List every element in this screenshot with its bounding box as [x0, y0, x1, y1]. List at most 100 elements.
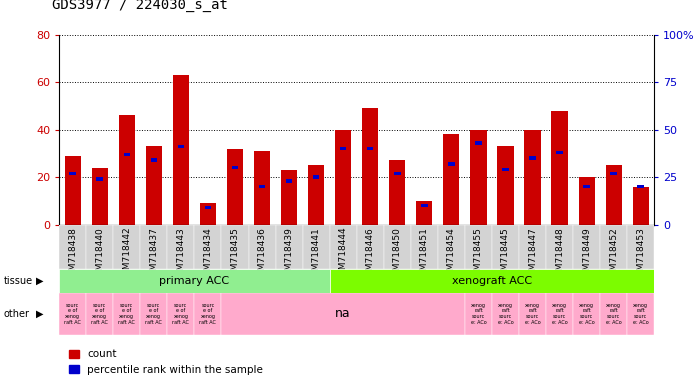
- Bar: [546, 293, 573, 335]
- Bar: [498, 146, 514, 225]
- Text: xenograft ACC: xenograft ACC: [452, 276, 532, 286]
- Bar: [551, 111, 568, 225]
- Bar: [123, 152, 130, 156]
- Bar: [65, 156, 81, 225]
- Bar: [200, 203, 216, 225]
- Bar: [141, 293, 167, 335]
- Bar: [167, 225, 194, 269]
- Bar: [492, 293, 519, 335]
- Bar: [357, 225, 383, 269]
- Text: xenog
raft
sourc
e: ACo: xenog raft sourc e: ACo: [633, 303, 649, 325]
- Text: GDS3977 / 224030_s_at: GDS3977 / 224030_s_at: [52, 0, 228, 12]
- Bar: [340, 147, 347, 151]
- Text: GSM718440: GSM718440: [95, 227, 104, 281]
- Bar: [59, 293, 86, 335]
- Text: sourc
e of
xenog
raft AC: sourc e of xenog raft AC: [118, 303, 135, 325]
- Bar: [276, 225, 303, 269]
- Text: other: other: [3, 309, 29, 319]
- Bar: [606, 165, 622, 225]
- Bar: [556, 151, 563, 154]
- Bar: [638, 185, 644, 189]
- Text: GSM718441: GSM718441: [312, 227, 321, 281]
- Text: sourc
e of
xenog
raft AC: sourc e of xenog raft AC: [91, 303, 108, 325]
- Text: GSM718454: GSM718454: [447, 227, 456, 281]
- Bar: [221, 225, 248, 269]
- Bar: [362, 108, 379, 225]
- Bar: [177, 145, 184, 149]
- Bar: [281, 170, 297, 225]
- Bar: [330, 225, 357, 269]
- Bar: [205, 206, 211, 209]
- Bar: [232, 166, 238, 169]
- Text: ▶: ▶: [36, 276, 44, 286]
- Text: GSM718438: GSM718438: [68, 227, 77, 282]
- Legend: count, percentile rank within the sample: count, percentile rank within the sample: [64, 345, 267, 379]
- Bar: [221, 293, 465, 335]
- Text: xenog
raft
sourc
e: ACo: xenog raft sourc e: ACo: [525, 303, 540, 325]
- Bar: [303, 225, 330, 269]
- Bar: [335, 130, 351, 225]
- Text: xenog
raft
sourc
e: ACo: xenog raft sourc e: ACo: [470, 303, 487, 325]
- Bar: [627, 225, 654, 269]
- Bar: [627, 293, 654, 335]
- Text: sourc
e of
xenog
raft AC: sourc e of xenog raft AC: [64, 303, 81, 325]
- Text: GSM718437: GSM718437: [150, 227, 158, 282]
- Bar: [600, 225, 627, 269]
- Bar: [610, 172, 617, 175]
- Bar: [475, 141, 482, 145]
- Text: GSM718436: GSM718436: [258, 227, 267, 282]
- Bar: [503, 168, 509, 171]
- Text: sourc
e of
xenog
raft AC: sourc e of xenog raft AC: [145, 303, 162, 325]
- Bar: [59, 269, 330, 293]
- Bar: [194, 225, 221, 269]
- Bar: [394, 172, 400, 175]
- Text: GSM718434: GSM718434: [203, 227, 212, 281]
- Text: GSM718453: GSM718453: [636, 227, 645, 282]
- Bar: [92, 168, 108, 225]
- Text: GSM718439: GSM718439: [285, 227, 294, 282]
- Bar: [113, 225, 141, 269]
- Bar: [465, 225, 492, 269]
- Bar: [141, 225, 167, 269]
- Bar: [383, 225, 411, 269]
- Bar: [573, 225, 600, 269]
- Text: xenog
raft
sourc
e: ACo: xenog raft sourc e: ACo: [552, 303, 567, 325]
- Bar: [86, 293, 113, 335]
- Bar: [546, 225, 573, 269]
- Bar: [421, 204, 427, 207]
- Bar: [470, 130, 487, 225]
- Bar: [113, 293, 141, 335]
- Bar: [583, 185, 590, 189]
- Text: na: na: [335, 307, 351, 320]
- Text: tissue: tissue: [3, 276, 33, 286]
- Bar: [118, 115, 135, 225]
- Text: xenog
raft
sourc
e: ACo: xenog raft sourc e: ACo: [606, 303, 622, 325]
- Text: GSM718435: GSM718435: [230, 227, 239, 282]
- Text: GSM718449: GSM718449: [582, 227, 591, 281]
- Bar: [448, 162, 454, 166]
- Bar: [248, 225, 276, 269]
- Text: GSM718455: GSM718455: [474, 227, 483, 282]
- Bar: [573, 293, 600, 335]
- Bar: [411, 225, 438, 269]
- Text: GSM718450: GSM718450: [393, 227, 402, 282]
- Bar: [313, 175, 319, 179]
- Text: GSM718446: GSM718446: [365, 227, 374, 281]
- Bar: [389, 161, 405, 225]
- Bar: [492, 225, 519, 269]
- Text: xenog
raft
sourc
e: ACo: xenog raft sourc e: ACo: [498, 303, 514, 325]
- Bar: [519, 225, 546, 269]
- Bar: [633, 187, 649, 225]
- Bar: [438, 225, 465, 269]
- Bar: [524, 130, 541, 225]
- Bar: [259, 185, 265, 189]
- Bar: [59, 225, 86, 269]
- Bar: [578, 177, 595, 225]
- Text: GSM718444: GSM718444: [339, 227, 348, 281]
- Bar: [519, 293, 546, 335]
- Text: xenog
raft
sourc
e: ACo: xenog raft sourc e: ACo: [579, 303, 594, 325]
- Text: GSM718451: GSM718451: [420, 227, 429, 282]
- Text: GSM718443: GSM718443: [176, 227, 185, 281]
- Bar: [167, 293, 194, 335]
- Text: sourc
e of
xenog
raft AC: sourc e of xenog raft AC: [173, 303, 189, 325]
